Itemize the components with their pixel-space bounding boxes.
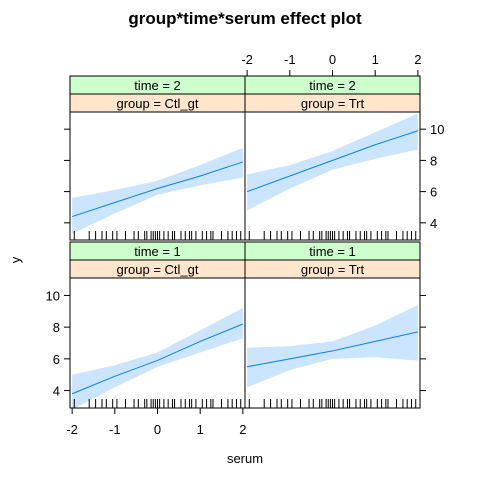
y-tick-label: 8 bbox=[430, 153, 437, 168]
panel: time = 2 group = Trt bbox=[244, 75, 421, 241]
x-tick-label: 1 bbox=[197, 422, 204, 437]
fit-line bbox=[247, 331, 418, 368]
x-axis-title: serum bbox=[227, 451, 263, 466]
y-axis-title: y bbox=[8, 256, 23, 263]
chart-title: group*time*serum effect plot bbox=[128, 9, 362, 28]
fit-line bbox=[71, 161, 244, 218]
x-tick-label: 0 bbox=[154, 422, 161, 437]
panel: time = 1 group = Trt bbox=[244, 241, 421, 409]
panels-layer: time = 2 group = Ctl_gt time = 2 group = Tr… bbox=[46, 52, 445, 437]
group-strip-label: group = Ctl_gt bbox=[116, 96, 198, 111]
x-tick-label: -2 bbox=[66, 422, 78, 437]
group-strip-label: group = Trt bbox=[301, 262, 365, 277]
panel-frame bbox=[244, 277, 421, 409]
confidence-band bbox=[247, 113, 418, 211]
fit-line bbox=[71, 323, 244, 395]
time-strip-label: time = 1 bbox=[309, 244, 356, 259]
time-strip-label: time = 1 bbox=[134, 244, 181, 259]
x-tick-label: -2 bbox=[241, 52, 253, 67]
x-tick-label: 1 bbox=[372, 52, 379, 67]
panel: time = 1 group = Ctl_gt bbox=[69, 241, 246, 409]
y-tick-label: 4 bbox=[53, 384, 60, 399]
x-tick-label: -1 bbox=[284, 52, 296, 67]
y-tick-label: 8 bbox=[53, 320, 60, 335]
x-tick-label: 0 bbox=[329, 52, 336, 67]
x-tick-label: -1 bbox=[109, 422, 121, 437]
confidence-band bbox=[72, 308, 243, 408]
time-strip-label: time = 2 bbox=[309, 78, 356, 93]
panel-frame bbox=[244, 111, 421, 241]
y-tick-label: 10 bbox=[46, 288, 60, 303]
y-tick-label: 10 bbox=[430, 122, 444, 137]
group-strip-label: group = Ctl_gt bbox=[116, 262, 198, 277]
y-tick-label: 6 bbox=[430, 185, 437, 200]
panel: time = 2 group = Ctl_gt bbox=[69, 75, 246, 241]
x-tick-label: 2 bbox=[414, 52, 421, 67]
fit-line bbox=[246, 130, 419, 193]
group-strip-label: group = Trt bbox=[301, 96, 365, 111]
time-strip-label: time = 2 bbox=[134, 78, 181, 93]
x-tick-label: 2 bbox=[239, 422, 246, 437]
y-tick-label: 4 bbox=[430, 216, 437, 231]
confidence-band bbox=[247, 304, 418, 388]
confidence-band bbox=[72, 147, 243, 234]
y-tick-label: 6 bbox=[53, 352, 60, 367]
